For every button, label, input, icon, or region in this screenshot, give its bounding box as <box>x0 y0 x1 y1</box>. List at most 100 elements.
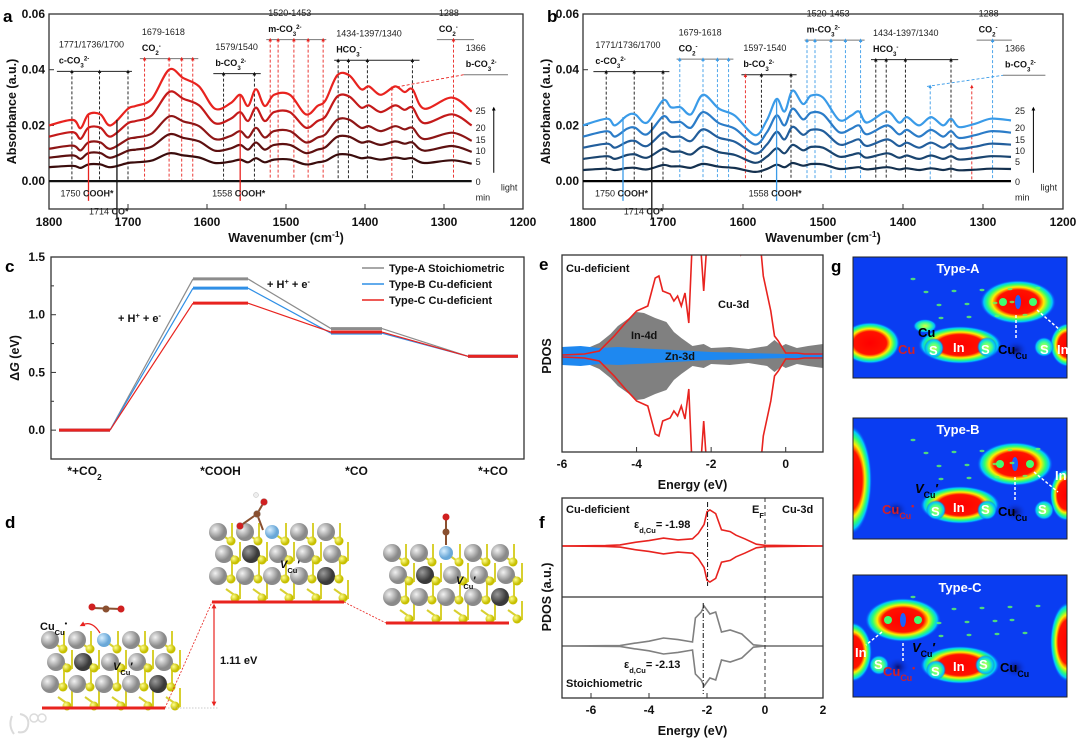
pdos-spin-down <box>561 645 823 688</box>
connector-Type-A <box>247 278 332 330</box>
density-speckle <box>1035 604 1041 608</box>
density-speckle <box>1009 461 1015 465</box>
in-atom <box>101 653 119 671</box>
band-species: CO2- <box>142 42 161 56</box>
band-species: b-CO32- <box>466 58 497 72</box>
ftir-panel-b: 0.00 0.02 0.04 0.06 1800 1700 1600 1500 1400 1300… <box>539 7 1077 245</box>
atom-label-part: Cu <box>924 490 936 500</box>
d-band-center-label: εd,Cu= -1.98 <box>634 519 690 535</box>
s-atom <box>458 614 468 624</box>
low-density-region <box>886 657 910 677</box>
s-atom <box>170 663 180 673</box>
o-atom <box>88 603 96 611</box>
legend-label: Type-A Stoichiometric <box>389 263 505 275</box>
cu-3d-label: Cu-3d <box>718 299 749 311</box>
band-species-part: b-CO <box>466 59 488 69</box>
spectrum-5-min <box>48 152 472 169</box>
vacancy-label-part: Cu <box>287 566 297 575</box>
s-atom <box>454 557 464 567</box>
panel-letter-f: f <box>539 513 545 532</box>
in-atom <box>68 631 86 649</box>
atom-label: S <box>981 502 990 517</box>
x-category-label: *+CO <box>478 464 508 478</box>
vacancy-label: VCu′ <box>456 575 476 591</box>
zn-atom <box>149 675 167 693</box>
x-tick-label: -2 <box>702 703 713 717</box>
spectrum-10-min <box>582 143 1012 164</box>
x-axis-title-part: -1 <box>869 229 877 239</box>
adsorbate-band-label-part: 1714 <box>624 207 647 217</box>
band-species-part: 2- <box>84 55 89 62</box>
o-atom <box>117 605 125 613</box>
band-species: HCO3- <box>873 43 898 57</box>
high-density-region <box>853 622 872 682</box>
panel-letter-g: g <box>831 257 841 276</box>
band-species-part: b-CO <box>1005 59 1027 69</box>
connector-Type-B <box>247 287 332 334</box>
low-density-region <box>1003 502 1027 522</box>
band-species-part: 2- <box>835 24 840 31</box>
x-tick-label: 1700 <box>115 215 142 229</box>
watermark-mark <box>29 713 39 723</box>
s-density-region <box>1034 337 1054 357</box>
density-speckle <box>966 315 972 319</box>
density-speckle <box>1022 313 1028 317</box>
d-band-center-label-part: = -1.98 <box>656 519 691 531</box>
density-node <box>914 616 922 624</box>
spectrum-20-min <box>48 90 473 140</box>
x-axis-title-part: ) <box>340 231 344 245</box>
x-axis-title-part: -1 <box>332 229 340 239</box>
s-atom <box>143 663 153 673</box>
x-tick-label: 1800 <box>570 215 597 229</box>
s-atom <box>512 614 522 624</box>
migration-arrow <box>79 621 101 634</box>
band-wavenumbers: 1520-1453 <box>268 8 311 18</box>
band-species-part: - <box>456 23 458 30</box>
density-speckle <box>938 634 944 638</box>
s-atom <box>334 574 344 584</box>
in-atom <box>290 523 308 541</box>
band-species-part: c-CO <box>595 56 617 66</box>
in-atom <box>149 631 167 649</box>
atom-label: In <box>1055 468 1067 483</box>
x-tick-label: 1800 <box>36 215 63 229</box>
atom-label-part: Cu <box>998 342 1015 357</box>
density-speckle <box>923 451 929 455</box>
band-species: m-CO32- <box>268 23 301 37</box>
plot-frame <box>561 254 824 453</box>
density-speckle <box>992 301 998 305</box>
x-tick-label: -6 <box>586 703 597 717</box>
in-atom <box>209 523 227 541</box>
co-atom <box>442 513 450 521</box>
s-atom <box>116 663 126 673</box>
density-image <box>853 257 1067 378</box>
density-speckle <box>992 462 998 466</box>
cu-interstitial-label-part: Cu <box>55 628 65 637</box>
s-atom <box>404 614 414 624</box>
plot-frame <box>50 256 525 460</box>
density-speckle <box>966 476 972 480</box>
in-atom <box>497 566 515 584</box>
atom-label: S <box>929 343 938 358</box>
y-axis-title: ΔG (eV) <box>8 335 22 381</box>
atom-label: S <box>931 504 940 519</box>
map-frame <box>852 574 1068 698</box>
band-species: b-CO32- <box>215 57 246 71</box>
s-atom <box>431 576 441 586</box>
time-unit-label: min <box>476 192 491 202</box>
x-category-label: *CO <box>345 464 368 478</box>
s-atom <box>139 644 149 654</box>
low-density-region <box>884 500 908 520</box>
density-speckle <box>1007 287 1013 291</box>
s-atom <box>85 682 95 692</box>
density-node <box>999 298 1007 306</box>
adsorbate-band-label: 1750 COOH* <box>595 189 649 199</box>
atom-label-part: Cu <box>899 511 911 521</box>
in-atom <box>296 545 314 563</box>
s-atom <box>485 576 495 586</box>
pdos-spin-up <box>561 509 824 547</box>
in-atom <box>290 567 308 585</box>
y-axis-title: PDOS (a.u.) <box>540 563 554 632</box>
map-title: Type-C <box>938 580 982 595</box>
